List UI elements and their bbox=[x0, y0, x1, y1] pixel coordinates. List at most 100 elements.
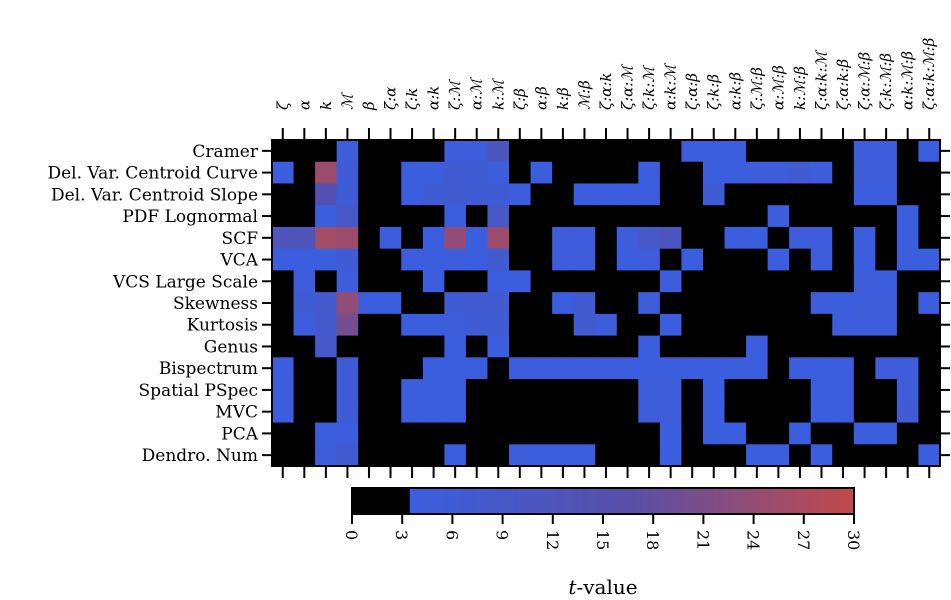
colorbar-segment bbox=[761, 488, 765, 514]
column-label: ζ:k:ℳ:β bbox=[877, 53, 895, 110]
heatmap-cell bbox=[875, 270, 898, 293]
heatmap-cell bbox=[659, 400, 683, 424]
heatmap-cell bbox=[272, 335, 295, 358]
heatmap-cell bbox=[746, 292, 769, 315]
heatmap-cell bbox=[509, 422, 532, 445]
heatmap-cell bbox=[875, 248, 898, 271]
heatmap-cell bbox=[595, 140, 618, 163]
colorbar-segment bbox=[620, 488, 624, 514]
heatmap-cell bbox=[659, 205, 683, 228]
heatmap-cell bbox=[810, 292, 833, 315]
colorbar-segment bbox=[439, 488, 443, 514]
heatmap-cell bbox=[573, 226, 596, 250]
heatmap-cell bbox=[896, 444, 920, 467]
colorbar-segment bbox=[577, 488, 582, 514]
heatmap-cell bbox=[789, 270, 812, 293]
colorbar-segment bbox=[816, 488, 820, 514]
heatmap-cell bbox=[767, 292, 790, 315]
heatmap-cell bbox=[293, 400, 316, 424]
heatmap-cell bbox=[487, 248, 510, 271]
colorbar-segment bbox=[618, 488, 622, 514]
heatmap-cell bbox=[896, 205, 920, 228]
heatmap-cell bbox=[832, 248, 855, 271]
heatmap-cell bbox=[638, 140, 661, 163]
heatmap-cell bbox=[724, 270, 747, 293]
heatmap-cell bbox=[315, 400, 338, 424]
heatmap-cell bbox=[767, 444, 790, 467]
heatmap-cell bbox=[810, 379, 833, 402]
colorbar-segment bbox=[763, 488, 767, 514]
heatmap-cell bbox=[789, 335, 812, 358]
heatmap-cell bbox=[681, 248, 704, 271]
heatmap-cell bbox=[853, 270, 876, 293]
colorbar-tick-label: 21 bbox=[693, 530, 712, 550]
heatmap-cell bbox=[401, 161, 424, 185]
heatmap-cell bbox=[401, 444, 424, 467]
heatmap-cell bbox=[573, 422, 596, 445]
column-label: ζ:α bbox=[382, 87, 400, 110]
heatmap-cell bbox=[638, 400, 661, 424]
row-label: Dendro. Num bbox=[142, 446, 258, 466]
colorbar-segment bbox=[663, 488, 667, 514]
heatmap-cell bbox=[767, 270, 790, 293]
heatmap-cell bbox=[875, 313, 898, 337]
column-label: k:β bbox=[554, 87, 572, 110]
heatmap-cell bbox=[853, 205, 876, 228]
heatmap-cell bbox=[552, 357, 575, 380]
colorbar-segment bbox=[708, 488, 712, 514]
heatmap-cell bbox=[638, 313, 661, 337]
heatmap-cell bbox=[444, 400, 467, 424]
colorbar-segment bbox=[665, 488, 669, 514]
heatmap-cell bbox=[509, 313, 532, 337]
heatmap-cell bbox=[315, 248, 338, 271]
heatmap-cell bbox=[509, 161, 532, 185]
heatmap-cell bbox=[465, 335, 489, 358]
heatmap-cell bbox=[746, 313, 769, 337]
colorbar-segment bbox=[427, 488, 431, 514]
heatmap-cell bbox=[552, 270, 575, 293]
heatmap-cell bbox=[724, 335, 747, 358]
heatmap-cell bbox=[530, 379, 553, 402]
heatmap-cell bbox=[293, 226, 316, 250]
heatmap-cell bbox=[659, 292, 683, 315]
heatmap-cell bbox=[832, 140, 855, 163]
heatmap-cell bbox=[789, 248, 812, 271]
heatmap-cell bbox=[810, 183, 833, 206]
heatmap-cell bbox=[465, 422, 489, 445]
colorbar-segment bbox=[485, 488, 489, 514]
heatmap-cell bbox=[487, 400, 510, 424]
heatmap-cell bbox=[595, 183, 618, 206]
colorbar-segment bbox=[675, 488, 679, 514]
heatmap-cell bbox=[595, 205, 618, 228]
heatmap-cell bbox=[702, 444, 726, 467]
heatmap-cell bbox=[530, 292, 553, 315]
heatmap-cell bbox=[465, 292, 489, 315]
heatmap-cell bbox=[638, 183, 661, 206]
colorbar-segment bbox=[801, 488, 805, 514]
colorbar-segment bbox=[464, 488, 469, 514]
colorbar-segment bbox=[422, 488, 426, 514]
heatmap-cell bbox=[444, 205, 467, 228]
heatmap-cell bbox=[918, 183, 941, 206]
heatmap-cell bbox=[315, 313, 338, 337]
heatmap-cell bbox=[530, 270, 553, 293]
heatmap-cell bbox=[272, 444, 295, 467]
heatmap-cell bbox=[444, 422, 467, 445]
colorbar-segment bbox=[382, 488, 386, 514]
heatmap-cell bbox=[853, 183, 876, 206]
colorbar-segment bbox=[567, 488, 571, 514]
column-label: k:ℳ:β bbox=[791, 66, 809, 110]
heatmap-cell bbox=[918, 226, 941, 250]
heatmap-cell bbox=[832, 183, 855, 206]
heatmap-cell bbox=[595, 292, 618, 315]
heatmap-cell bbox=[422, 444, 445, 467]
colorbar-segment bbox=[452, 488, 456, 514]
heatmap-cell bbox=[875, 226, 898, 250]
heatmap-cell bbox=[444, 313, 467, 337]
heatmap-cell bbox=[875, 357, 898, 380]
heatmap-cell bbox=[832, 400, 855, 424]
column-label: α bbox=[295, 100, 313, 110]
heatmap-cell bbox=[444, 183, 467, 206]
heatmap-cell bbox=[896, 422, 920, 445]
